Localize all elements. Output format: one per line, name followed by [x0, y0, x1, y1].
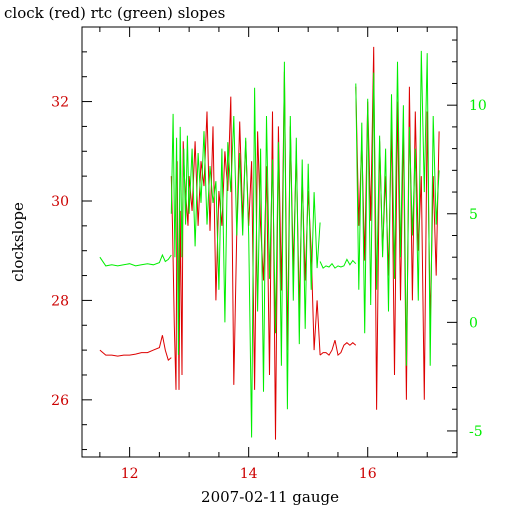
y-left-tick-label: 28: [51, 293, 69, 309]
clock-series-line-3: [355, 46, 440, 410]
y-axis-label: clockslope: [9, 202, 27, 282]
y-right-tick-label: 5: [469, 207, 478, 223]
series-layer: [99, 46, 440, 440]
x-tick-label: 12: [121, 466, 139, 482]
x-axis-label: 2007-02-11 gauge: [201, 488, 339, 506]
y-axis-right: -5 0 5 10: [447, 39, 487, 454]
y-axis-left: 26 28 30 32: [51, 26, 92, 451]
y-right-tick-label: -5: [469, 424, 483, 440]
rtc-series-line-3: [355, 50, 440, 366]
clock-series-line-0: [99, 335, 172, 361]
y-right-tick-label: 10: [469, 98, 487, 114]
x-tick-label: 16: [359, 466, 377, 482]
rtc-series-line-1: [170, 61, 321, 438]
clock-series-line-2: [319, 340, 357, 357]
y-left-tick-label: 30: [51, 194, 69, 210]
y-right-tick-label: 0: [469, 315, 478, 331]
y-left-tick-label: 32: [51, 95, 69, 111]
rtc-series-line-2: [319, 258, 357, 269]
y-left-tick-label: 26: [51, 393, 69, 409]
rtc-series-line-0: [99, 253, 172, 267]
x-axis: 12 14 16: [99, 27, 458, 482]
chart-title: clock (red) rtc (green) slopes: [4, 4, 225, 22]
x-tick-label: 14: [240, 466, 258, 482]
plot-frame: [81, 26, 458, 458]
